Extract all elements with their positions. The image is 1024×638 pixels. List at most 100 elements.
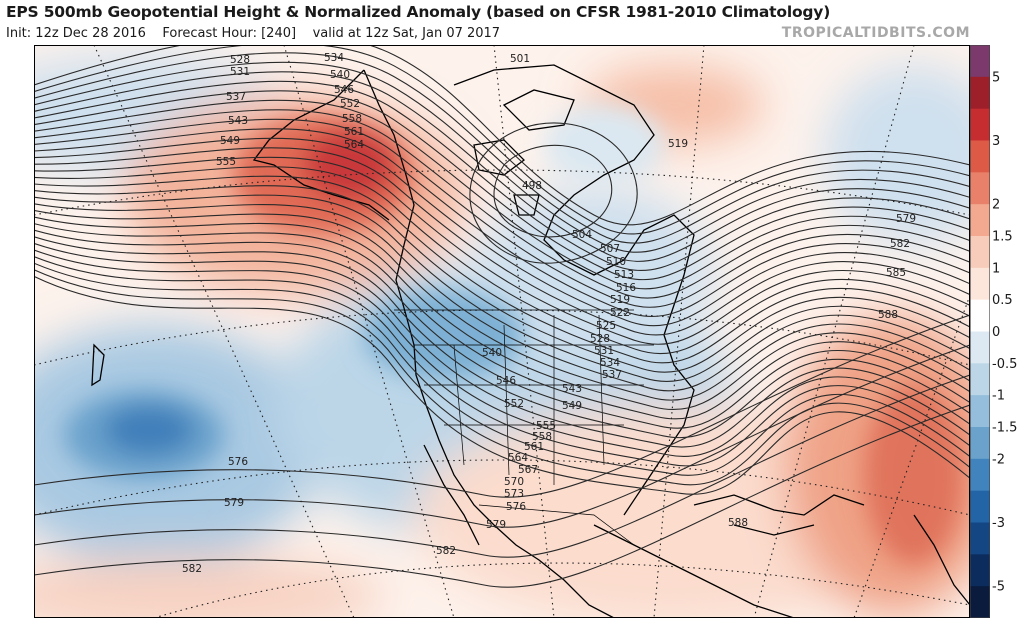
contour-line — [493, 144, 612, 238]
colorbar-bin — [970, 395, 990, 428]
contour-label: 540 — [482, 347, 502, 359]
contour-label: 576 — [506, 501, 526, 513]
contour-label: 546 — [496, 375, 516, 387]
contour-label: 543 — [228, 115, 248, 127]
colorbar-tick-label: 1.5 — [992, 230, 1013, 245]
contour-label: 561 — [524, 441, 544, 453]
contour-label: 585 — [886, 267, 906, 279]
contour-label: 516 — [616, 282, 636, 294]
contour-line — [34, 156, 970, 345]
map-frame — [34, 45, 970, 618]
contour-label: 531 — [594, 345, 614, 357]
contour-label: 579 — [486, 519, 506, 531]
colorbar-bin — [970, 172, 990, 205]
contour-label: 579 — [896, 213, 916, 225]
contour-line — [469, 122, 638, 264]
contour-line — [34, 52, 970, 244]
contour-label: 498 — [522, 180, 542, 192]
contour-line — [34, 249, 970, 457]
colorbar-bin — [970, 204, 990, 237]
contour-label: 522 — [610, 307, 630, 319]
colorbar-bin — [970, 267, 990, 301]
colorbar-tick-label: -1.5 — [992, 421, 1017, 436]
valid-time: valid at 12z Sat, Jan 07 2017 — [312, 26, 501, 41]
contour-label: 567 — [518, 464, 538, 476]
contour-label: 534 — [600, 357, 620, 369]
contour-label: 543 — [562, 383, 582, 395]
colorbar-bin — [970, 76, 990, 110]
colorbar-bin — [970, 490, 990, 523]
contour-line — [34, 262, 970, 476]
contour-label: 552 — [340, 98, 360, 110]
colorbar-tick-label: 2 — [992, 198, 1000, 213]
contour-label: 564 — [508, 452, 528, 464]
contour-label: 525 — [596, 320, 616, 332]
contour-label: 519 — [610, 294, 630, 306]
contour-line — [34, 374, 970, 558]
colorbar-tick-label: 0 — [992, 325, 1000, 340]
contour-line — [34, 137, 970, 327]
contour-line — [34, 256, 970, 467]
colorbar-tick-label: 0.5 — [992, 293, 1013, 308]
forecast-hour: Forecast Hour: [240] — [162, 26, 297, 41]
colorbar-tick-label: 1 — [992, 261, 1000, 276]
contour-label: 519 — [668, 138, 688, 150]
contour-label: 528 — [230, 54, 250, 66]
height-contours — [34, 45, 970, 588]
contour-line — [34, 166, 970, 355]
contour-line — [34, 80, 970, 272]
init-time: Init: 12z Dec 28 2016 — [6, 26, 146, 41]
contour-labels: 5285315345375405435465495525555585615645… — [182, 52, 916, 575]
contour-line — [34, 147, 970, 336]
contour-label: 573 — [504, 488, 524, 500]
contour-label: 582 — [890, 238, 910, 250]
colorbar-bin — [970, 331, 990, 364]
contour-line — [34, 223, 970, 420]
contour-label: 513 — [614, 269, 634, 281]
contour-label: 564 — [344, 139, 364, 151]
contour-line — [34, 314, 970, 498]
colorbar-ticks: 5 3 2 1.5 1 0.5 0 -0.5 -1 -1.5 -2 -3 -5 — [992, 70, 1017, 594]
contour-line — [34, 229, 970, 429]
contour-line — [34, 45, 970, 226]
colorbar-frame — [970, 45, 990, 618]
contour-label: 501 — [510, 53, 530, 65]
brand-watermark: TROPICALTIDBITS.COM — [781, 25, 970, 41]
contour-label: 531 — [230, 66, 250, 78]
contour-label: 579 — [224, 497, 244, 509]
contour-label: 552 — [504, 398, 524, 410]
contour-line — [34, 61, 970, 253]
colorbar-tick-label: -0.5 — [992, 357, 1017, 372]
colorbar-bin — [970, 522, 990, 555]
contour-label: 528 — [590, 333, 610, 345]
contour-label: 537 — [602, 369, 622, 381]
contour-line — [34, 242, 970, 448]
colorbar-bin — [970, 299, 990, 332]
contour-line — [34, 90, 970, 281]
contour-line — [34, 99, 970, 290]
contour-line — [34, 109, 970, 299]
contour-label: 510 — [606, 256, 626, 268]
colorbar-bin — [970, 236, 990, 269]
colorbar-bin — [970, 108, 990, 141]
colorbar-bin — [970, 458, 990, 492]
colorbar-bins — [970, 45, 990, 618]
contour-label: 549 — [220, 135, 240, 147]
contour-label: 576 — [228, 456, 248, 468]
contour-label: 504 — [572, 229, 592, 241]
contour-line — [34, 175, 970, 364]
contour-label: 558 — [342, 113, 362, 125]
contour-label: 558 — [532, 431, 552, 443]
colorbar-bin — [970, 363, 990, 396]
colorbar-tick-label: 5 — [992, 70, 1000, 85]
colorbar-tick-label: -5 — [992, 580, 1005, 595]
contour-label: 588 — [728, 517, 748, 529]
colorbar-tick-label: 3 — [992, 134, 1000, 149]
coastlines — [91, 64, 970, 618]
contour-line — [34, 209, 970, 401]
contour-label: 537 — [226, 91, 246, 103]
chart-subtitle: Init: 12z Dec 28 2016 Forecast Hour: [24… — [6, 26, 500, 41]
colorbar-bin — [970, 45, 990, 78]
contour-line — [34, 185, 970, 373]
